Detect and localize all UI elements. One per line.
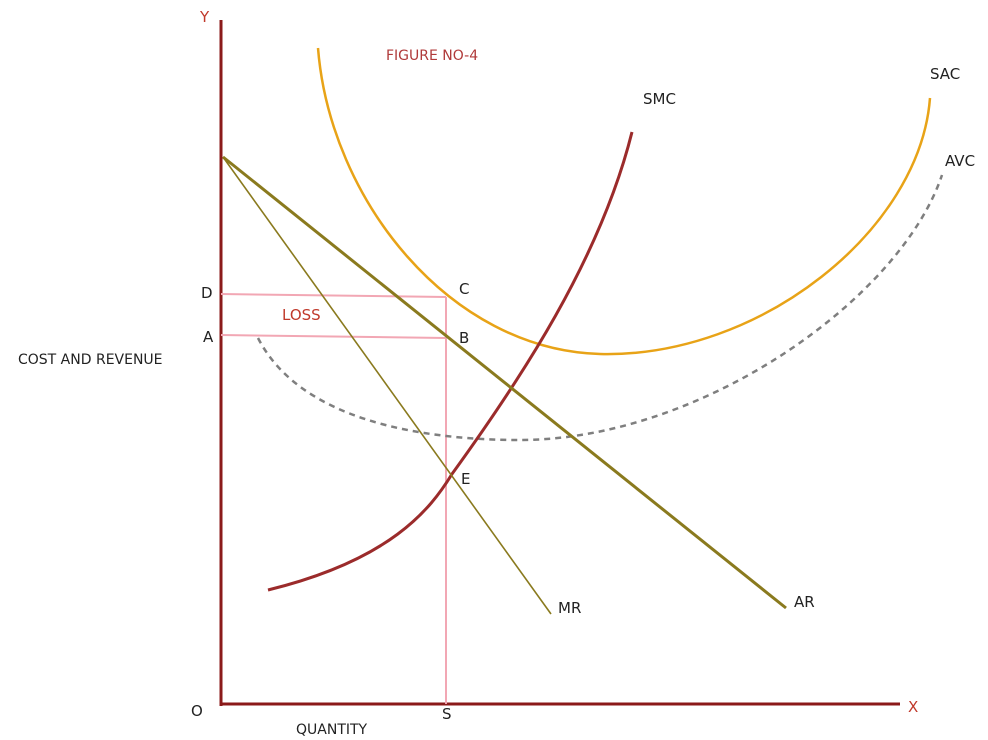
mr-label: MR [558,599,581,617]
point-b-label: B [459,329,469,347]
y-axis-title: COST AND REVENUE [18,352,163,368]
point-d-label: D [201,284,213,302]
point-c-label: C [459,280,469,298]
x-axis-title: QUANTITY [296,722,368,738]
point-a-label: A [203,328,214,346]
sac-curve [316,47,932,356]
smc-curve [267,131,634,592]
sac-label: SAC [930,65,960,83]
ar-label: AR [794,593,815,611]
x-axis-letter: X [908,698,918,716]
figure-title: FIGURE NO-4 [386,48,478,64]
avc-label: AVC [945,152,975,170]
ar-line [222,155,787,610]
origin-label: O [191,702,203,720]
guide-a-b [220,334,447,339]
y-axis-letter: Y [199,8,210,26]
avc-curve [256,174,944,442]
loss-label: LOSS [282,306,321,324]
smc-label: SMC [643,90,676,108]
point-s-label: S [442,705,452,723]
guide-d-c [220,293,447,298]
point-e-label: E [461,470,470,488]
mr-line [222,156,552,615]
